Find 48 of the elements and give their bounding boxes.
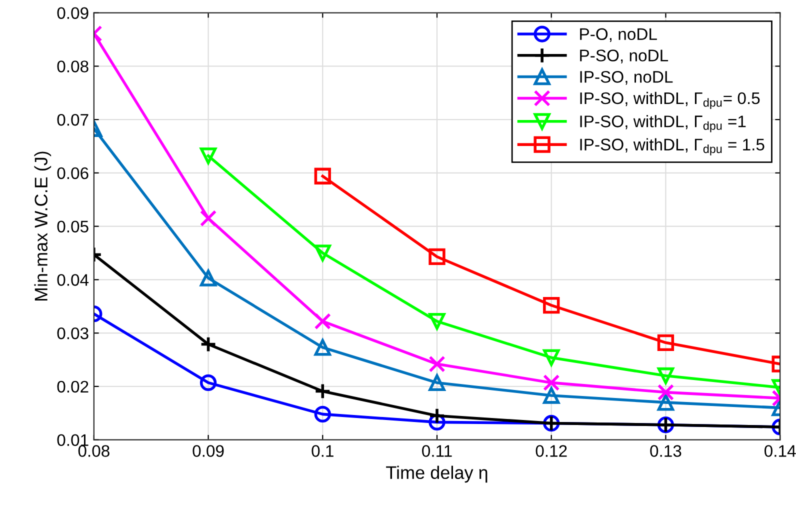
y-tick-label: 0.08	[57, 60, 88, 72]
x-tick-label: 0.12	[536, 445, 567, 457]
legend-label: IP-SO, withDL, Γ$_{dpu}$ =1	[580, 115, 746, 132]
x-tick-label: 0.13	[650, 445, 682, 457]
point	[428, 356, 446, 372]
point	[657, 384, 674, 401]
x-tick-label: 0.1	[312, 445, 334, 457]
point	[543, 296, 560, 314]
point	[200, 336, 217, 353]
point	[428, 374, 446, 392]
point	[657, 367, 674, 384]
y-tick-label: 0.04	[57, 274, 89, 286]
point	[428, 407, 446, 424]
y-axis-title: Min-max W.C.E (J)	[34, 152, 52, 301]
point	[314, 312, 331, 330]
y-tick-label: 0.03	[57, 327, 88, 340]
x-tick-label: 0.09	[192, 445, 224, 457]
x-tick-label: 0.14	[764, 445, 796, 457]
point	[428, 248, 446, 266]
point	[428, 312, 446, 330]
point	[543, 374, 560, 392]
x-tick-label: 0.11	[422, 445, 452, 457]
legend-label: P-SO, noDL	[580, 50, 668, 64]
y-tick-label: 0.06	[57, 167, 88, 180]
point	[543, 387, 560, 404]
point	[200, 210, 217, 227]
point	[200, 148, 217, 164]
point	[314, 406, 331, 423]
x-axis-title: Time delay η	[386, 466, 488, 483]
y-tick-label: 0.02	[57, 380, 88, 393]
point	[200, 374, 217, 392]
point	[314, 244, 331, 262]
legend-label: P-O, noDL	[580, 28, 657, 42]
y-tick-label: 0.01	[57, 434, 88, 446]
y-tick-label: 0.05	[57, 220, 88, 233]
point	[314, 339, 331, 356]
legend-label: IP-SO, withDL, Γ$_{dpu}$ = 1.5	[580, 138, 764, 156]
point	[314, 382, 331, 400]
point	[657, 334, 674, 351]
legend-label: IP-SO, noDL	[580, 70, 673, 85]
point	[200, 270, 217, 286]
point	[314, 168, 331, 184]
y-tick-label: 0.07	[57, 114, 88, 126]
x-tick-label: 0.08	[78, 445, 110, 457]
y-tick-label: 0.09	[57, 7, 88, 20]
legend-label: IP-SO, withDL, Γ$_{dpu}$= 0.5	[580, 92, 760, 110]
point	[657, 394, 674, 411]
point	[543, 349, 560, 366]
